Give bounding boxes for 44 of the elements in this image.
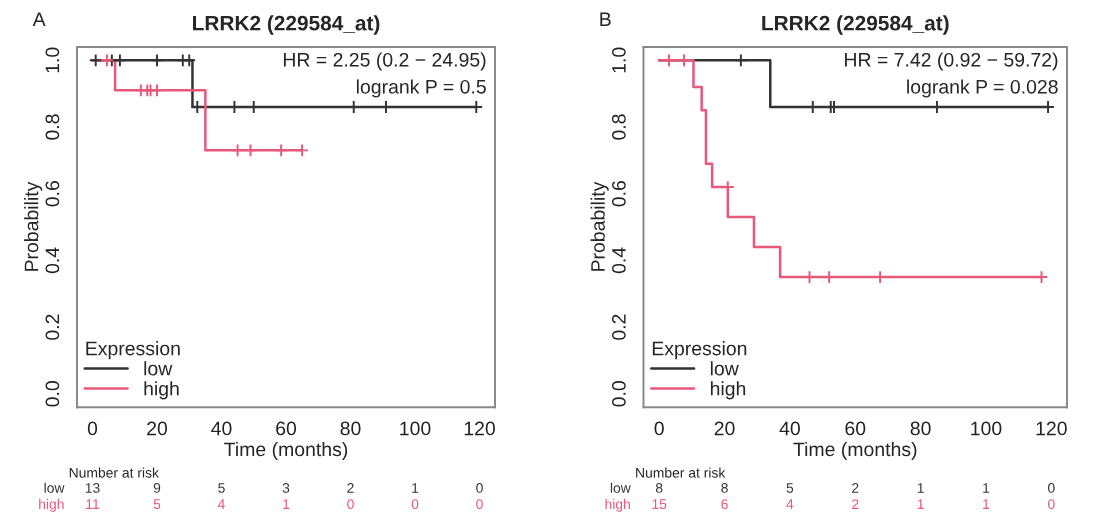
y-tick-label: 0.6 xyxy=(612,181,626,207)
x-tick-label: 80 xyxy=(910,421,931,436)
legend-label: high xyxy=(710,381,746,400)
y-axis-title: Probability xyxy=(24,181,43,271)
legend-label: low xyxy=(710,361,739,376)
legend-title: Expression xyxy=(86,341,180,360)
y-tick-label: 0.0 xyxy=(45,381,60,407)
y-tick-label: 0.4 xyxy=(612,247,626,274)
y-tick-label: 1.0 xyxy=(45,47,60,73)
x-tick-label: 60 xyxy=(276,421,297,436)
x-tick-label: 100 xyxy=(400,421,431,436)
legend-label: low xyxy=(144,361,173,376)
annotation: HR = 2.25 (0.2 − 24.95) xyxy=(283,52,486,71)
x-tick-label: 0 xyxy=(87,421,98,436)
x-tick-label: 80 xyxy=(340,421,361,436)
x-tick-label: 100 xyxy=(971,421,1002,436)
y-tick-label: 0.4 xyxy=(45,247,60,274)
legend-label: high xyxy=(144,381,179,400)
x-tick-label: 120 xyxy=(1036,421,1067,436)
x-axis-title: Time (months) xyxy=(224,441,348,461)
y-tick-label: 0.2 xyxy=(45,314,60,340)
x-tick-label: 120 xyxy=(464,421,495,436)
y-tick-label: 0.8 xyxy=(612,114,626,140)
y-tick-label: 0.6 xyxy=(45,181,60,207)
y-tick-label: 1.0 xyxy=(612,47,626,73)
text: A xyxy=(32,12,46,26)
x-tick-label: 40 xyxy=(779,421,800,436)
x-tick-label: 20 xyxy=(147,421,168,436)
x-tick-label: 40 xyxy=(211,421,232,436)
x-tick-label: 60 xyxy=(845,421,866,436)
y-tick-label: 0.2 xyxy=(612,314,626,340)
annotation: HR = 7.42 (0.92 − 59.72) xyxy=(845,52,1058,71)
y-axis-title: Probability xyxy=(590,181,609,271)
chart-title: LRRK2 (229584_at) xyxy=(762,15,949,35)
x-axis-title: Time (months) xyxy=(793,441,917,461)
x-tick-label: 0 xyxy=(654,421,664,436)
x-tick-label: 20 xyxy=(714,421,735,436)
annotation: logrank P = 0.028 xyxy=(907,79,1058,98)
chart-title: LRRK2 (229584_at) xyxy=(193,15,380,35)
y-tick-label: 0.0 xyxy=(612,381,626,407)
annotation: logrank P = 0.5 xyxy=(356,79,486,98)
y-tick-label: 0.8 xyxy=(45,114,60,140)
text: B xyxy=(600,12,611,26)
legend-title: Expression xyxy=(652,341,747,360)
